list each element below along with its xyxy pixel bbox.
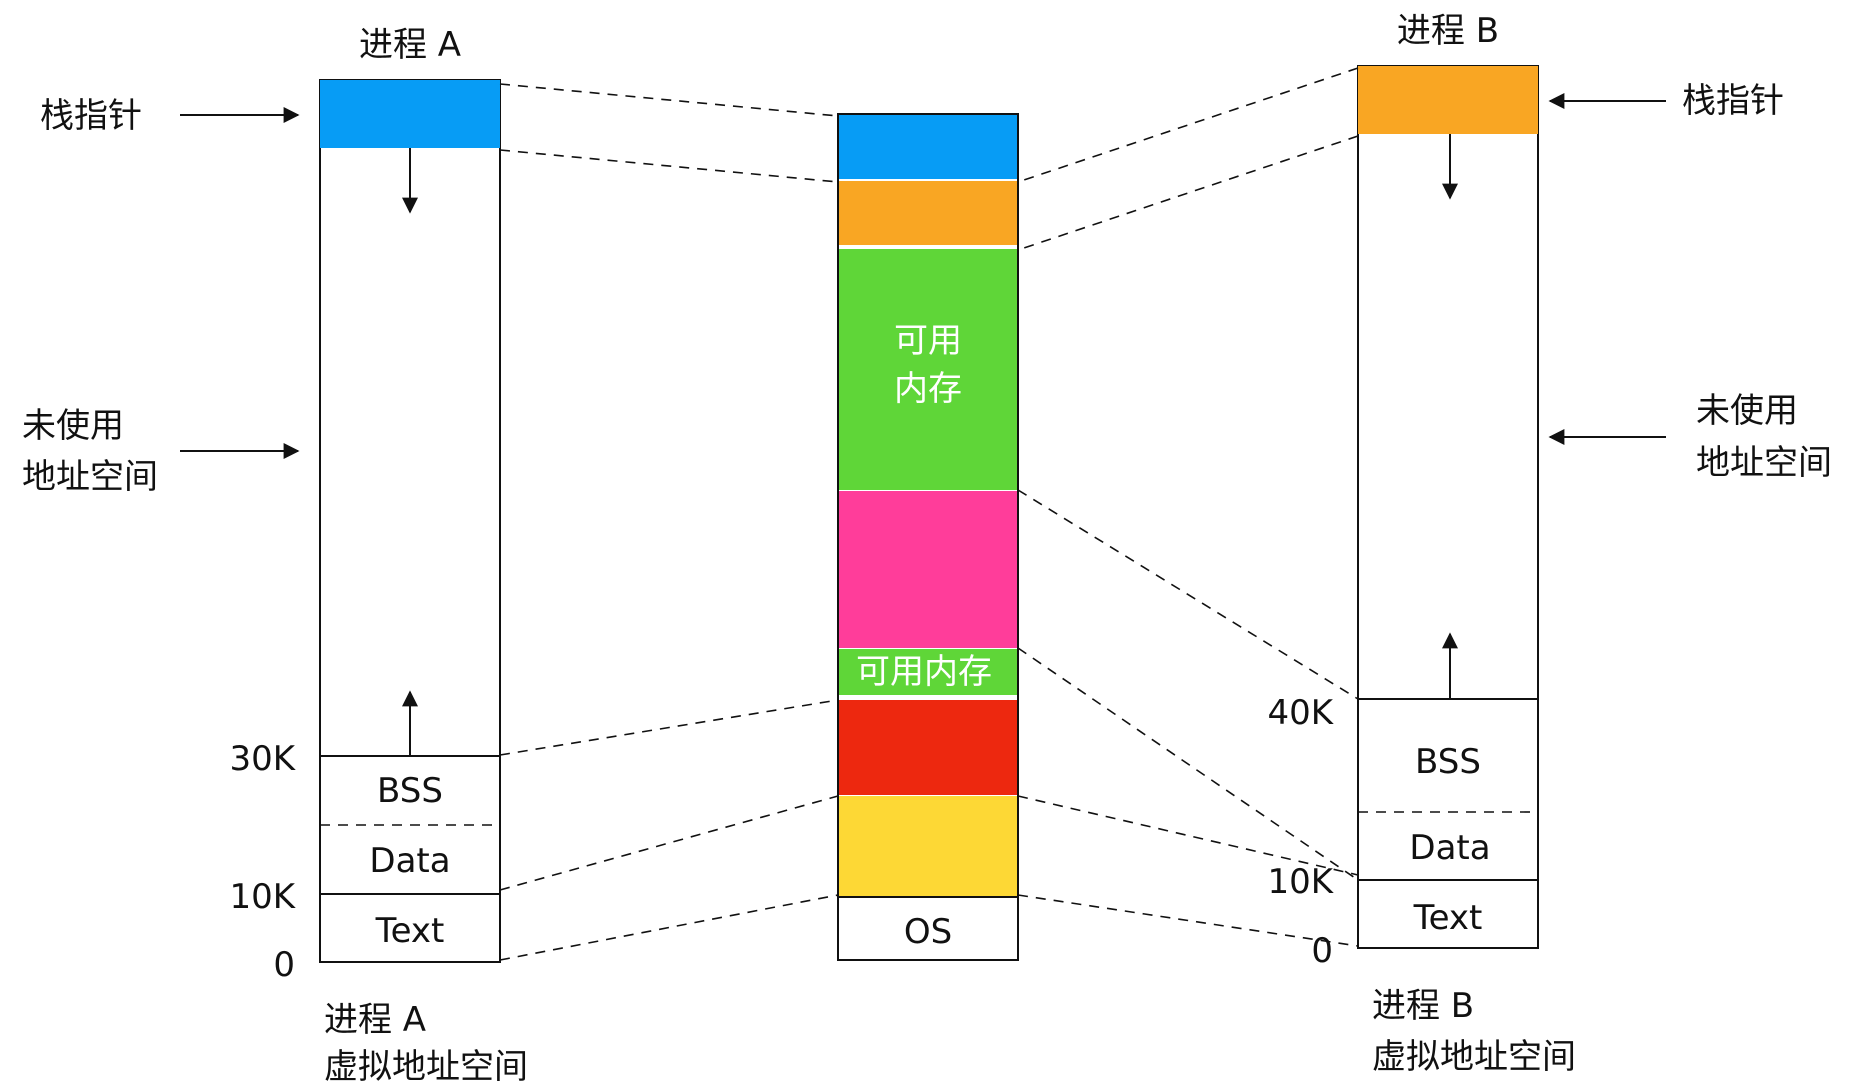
memory-stack-a-block — [839, 115, 1017, 179]
memory-free-large-block — [839, 249, 1017, 490]
map-b-yellow-top — [1017, 795, 1359, 876]
process-b-unused-label-line1: 未使用 — [1696, 391, 1798, 431]
memory-yellow-block — [839, 796, 1017, 896]
map-a-stack-bottom — [499, 149, 839, 183]
process-a: 进程 A BSS Data Text 30K 10K 0 栈指针 未使用 地址空… — [22, 25, 528, 1087]
map-a-stack-top — [499, 83, 839, 117]
process-a-text-label: Text — [375, 911, 445, 951]
map-b-stack-top — [1017, 67, 1359, 183]
process-b-stack-pointer-label: 栈指针 — [1682, 81, 1784, 121]
process-a-unused-label-line2: 地址空间 — [22, 457, 158, 497]
process-b-caption-line2: 虚拟地址空间 — [1372, 1037, 1576, 1077]
process-b-stack-block — [1358, 66, 1538, 134]
map-b-0 — [1017, 894, 1359, 947]
process-a-tick-0: 0 — [273, 945, 295, 985]
memory-red-block — [839, 700, 1017, 795]
process-b-tick-40k: 40K — [1267, 693, 1334, 733]
memory-free-large-label-line2: 内存 — [894, 369, 962, 409]
memory-free-large-label-line1: 可用 — [894, 321, 962, 361]
process-a-caption-line1: 进程 A — [324, 1000, 426, 1040]
process-a-address-space — [319, 79, 501, 963]
process-a-unused-label-line1: 未使用 — [22, 406, 124, 446]
map-a-0 — [499, 894, 839, 961]
memory-stack-b-block — [839, 181, 1017, 245]
process-b-tick-10k: 10K — [1267, 862, 1334, 902]
process-b-text-label: Text — [1413, 898, 1483, 938]
mapping-lines — [499, 67, 1359, 961]
process-a-tick-30k: 30K — [229, 739, 296, 779]
memory-pink-block — [839, 491, 1017, 648]
process-a-stack-pointer-label: 栈指针 — [40, 96, 142, 136]
process-a-tick-10k: 10K — [229, 877, 296, 917]
process-a-caption-line2: 虚拟地址空间 — [324, 1047, 528, 1087]
memory-free-small-label: 可用内存 — [856, 652, 992, 692]
map-b-stack-bottom — [1017, 135, 1359, 251]
process-a-bss-label: BSS — [377, 771, 443, 811]
map-b-10k-to-pink-bottom — [1017, 647, 1359, 881]
process-b-data-label: Data — [1409, 828, 1490, 868]
physical-memory: 可用 内存 可用内存 OS — [837, 113, 1019, 961]
process-b-address-space — [1357, 65, 1539, 949]
process-b-bss-label: BSS — [1415, 742, 1481, 782]
process-a-data-label: Data — [369, 841, 450, 881]
process-a-stack-block — [320, 80, 500, 148]
process-b: 进程 B BSS Data Text 40K 10K 0 栈指针 未使用 地址空… — [1267, 11, 1832, 1077]
process-b-tick-0: 0 — [1311, 931, 1333, 971]
memory-free-small-block — [839, 649, 1017, 695]
process-a-title: 进程 A — [359, 25, 461, 65]
map-a-30k — [499, 699, 839, 756]
memory-os-label: OS — [904, 912, 952, 952]
map-b-40k-to-pink-top — [1017, 489, 1359, 700]
process-b-title: 进程 B — [1397, 11, 1499, 51]
process-b-unused-label-line2: 地址空间 — [1696, 443, 1832, 483]
map-a-10k — [499, 795, 839, 891]
process-b-caption-line1: 进程 B — [1372, 986, 1474, 1026]
